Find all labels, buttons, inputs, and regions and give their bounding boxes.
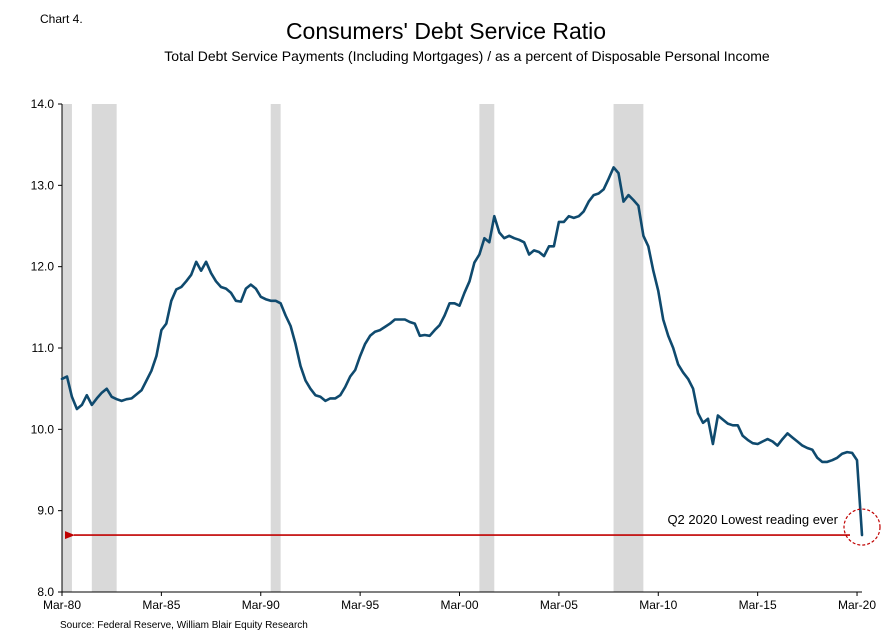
recession-band-3 [270,104,281,592]
x-tick-label: Mar-90 [242,598,280,612]
y-tick-label: 12.0 [31,260,55,274]
annotation-circle [843,508,881,546]
y-tick-label: 9.0 [37,504,54,518]
series-layer [60,166,864,537]
recession-band-5 [613,104,644,592]
recession-band-2 [91,104,117,592]
chart-title: Consumers' Debt Service Ratio [285,18,607,44]
series-line-1 [60,166,864,537]
y-tick-label: 14.0 [31,97,55,111]
x-tick-label: Mar-05 [540,598,578,612]
x-tick-label: Mar-10 [639,598,677,612]
source-note: Source: Federal Reserve, William Blair E… [60,620,308,631]
x-tick-label: Mar-85 [142,598,180,612]
y-tick-label: 13.0 [31,178,55,192]
y-tick-label: 8.0 [37,585,54,599]
y-tick-label: 11.0 [32,341,55,355]
chart-number-label: Chart 4. [40,12,83,26]
annotation-text: Q2 2020 Lowest reading ever [667,512,838,527]
recession-band-1 [62,104,72,592]
recession-band-4 [479,104,495,592]
chart-subtitle: Total Debt Service Payments (Including M… [164,48,770,64]
x-tick-label: Mar-95 [341,598,379,612]
x-tick-label: Mar-15 [739,598,777,612]
x-tick-label: Mar-80 [43,598,81,612]
y-tick-label: 10.0 [31,422,55,436]
annotation-layer: Q2 2020 Lowest reading ever [65,508,881,546]
recession-bands [62,104,644,592]
x-tick-label: Mar-20 [838,598,876,612]
x-tick-label: Mar-00 [441,598,479,612]
